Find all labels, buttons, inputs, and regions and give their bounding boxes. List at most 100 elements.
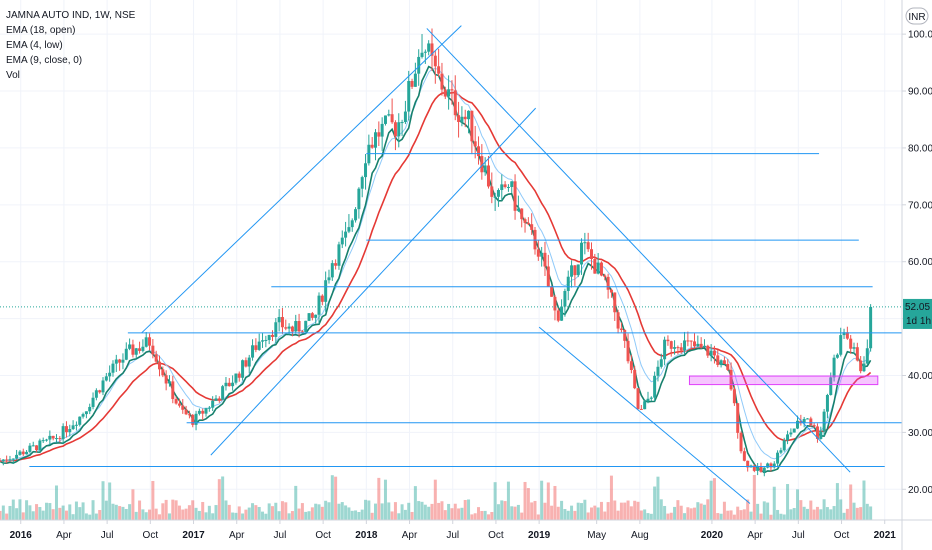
volume-bar: [251, 503, 255, 520]
volume-bar: [483, 510, 487, 520]
volume-bar: [357, 511, 361, 520]
candle-body: [596, 262, 600, 274]
candle-body: [573, 265, 577, 276]
candle-body: [613, 292, 617, 313]
candle-body: [400, 122, 404, 124]
trend-line: [538, 326, 751, 504]
volume-bar: [174, 500, 178, 520]
volume-bar: [217, 479, 221, 520]
time-tick-label: Apr: [56, 530, 72, 541]
currency-label[interactable]: INR: [908, 12, 925, 23]
price-tick-label: 90.00: [908, 87, 932, 98]
volume-bar: [121, 506, 125, 520]
volume-bar: [244, 509, 248, 520]
candle-body: [546, 266, 550, 287]
volume-bar: [779, 513, 783, 520]
candle-body: [74, 424, 78, 426]
candle-body: [666, 339, 670, 342]
candle-body: [560, 306, 564, 321]
volume-bar: [819, 509, 823, 520]
price-tick-label: 70.00: [908, 200, 932, 211]
last-price-label: 52.05: [905, 302, 930, 313]
candle-body: [118, 359, 122, 363]
candle-body: [261, 340, 265, 342]
volume-bar: [839, 499, 843, 520]
candle-body: [151, 345, 155, 355]
volume-bar: [762, 501, 766, 520]
volume-bar: [473, 513, 477, 520]
candle-body: [410, 81, 414, 87]
volume-bar: [490, 512, 494, 520]
volume-bar: [603, 511, 607, 520]
volume-bar: [702, 504, 706, 520]
volume-bar: [81, 502, 85, 520]
volume-bar: [0, 510, 2, 520]
candle-body: [583, 242, 587, 244]
volume-bar: [849, 484, 853, 520]
candle-body: [802, 418, 806, 424]
volume-bar: [231, 512, 235, 520]
volume-bar: [403, 509, 407, 520]
candle-body: [443, 89, 447, 97]
candle-body: [18, 451, 22, 455]
volume-bar: [629, 506, 633, 520]
volume-bar: [5, 513, 9, 520]
volume-bar: [623, 502, 627, 520]
candle-body: [330, 263, 334, 278]
volume-bar: [736, 506, 740, 520]
volume-bar: [543, 502, 547, 520]
legend-ema-4[interactable]: EMA (4, low): [6, 40, 63, 51]
volume-bar: [802, 506, 806, 520]
legend-ema-9[interactable]: EMA (9, close, 0): [6, 55, 83, 66]
candle-body: [722, 360, 726, 364]
candle-body: [267, 334, 271, 340]
volume-bar: [280, 501, 284, 520]
volume-bar: [71, 514, 75, 520]
volume-bar: [383, 479, 387, 520]
candle-body: [187, 414, 191, 416]
volume-bar: [653, 486, 657, 520]
volume-bar: [659, 499, 663, 520]
candle-body: [779, 450, 783, 453]
volume-bar: [300, 503, 304, 520]
volume-bar: [447, 503, 451, 520]
candle-body: [108, 372, 112, 377]
volume-bar: [646, 513, 650, 520]
volume-bar: [367, 500, 371, 520]
candle-body: [274, 322, 278, 337]
candle-body: [314, 314, 318, 318]
candle-body: [523, 219, 527, 223]
volume-bar: [460, 507, 464, 520]
candle-body: [1, 459, 5, 461]
volume-bar: [134, 511, 138, 520]
legend-ema-18[interactable]: EMA (18, open): [6, 25, 76, 36]
candle-body: [536, 249, 540, 257]
candle-body: [5, 459, 9, 461]
volume-bar: [1, 505, 5, 520]
candle-body: [58, 438, 62, 440]
volume-bar: [58, 507, 62, 520]
candle-body: [646, 398, 650, 402]
volume-bar: [865, 503, 869, 520]
candle-body: [756, 466, 760, 471]
candle-body: [480, 156, 484, 173]
candle-body: [247, 357, 251, 367]
volume-bar: [78, 507, 82, 520]
candle-body: [194, 413, 198, 425]
candle-body: [191, 414, 195, 425]
volume-bar: [599, 501, 603, 520]
volume-bar: [151, 480, 155, 520]
volume-bar: [211, 513, 215, 520]
candle-body: [397, 122, 401, 137]
volume-bar: [347, 507, 351, 520]
candle-body: [686, 340, 690, 342]
candle-body: [11, 458, 15, 460]
volume-bar: [118, 506, 122, 520]
legend-vol[interactable]: Vol: [6, 70, 20, 81]
time-tick-label: Jul: [792, 530, 805, 541]
candle-body: [510, 181, 514, 187]
legend-symbol[interactable]: JAMNA AUTO IND, 1W, NSE: [6, 10, 136, 21]
candle-body: [344, 231, 348, 238]
volume-bar: [267, 503, 271, 520]
